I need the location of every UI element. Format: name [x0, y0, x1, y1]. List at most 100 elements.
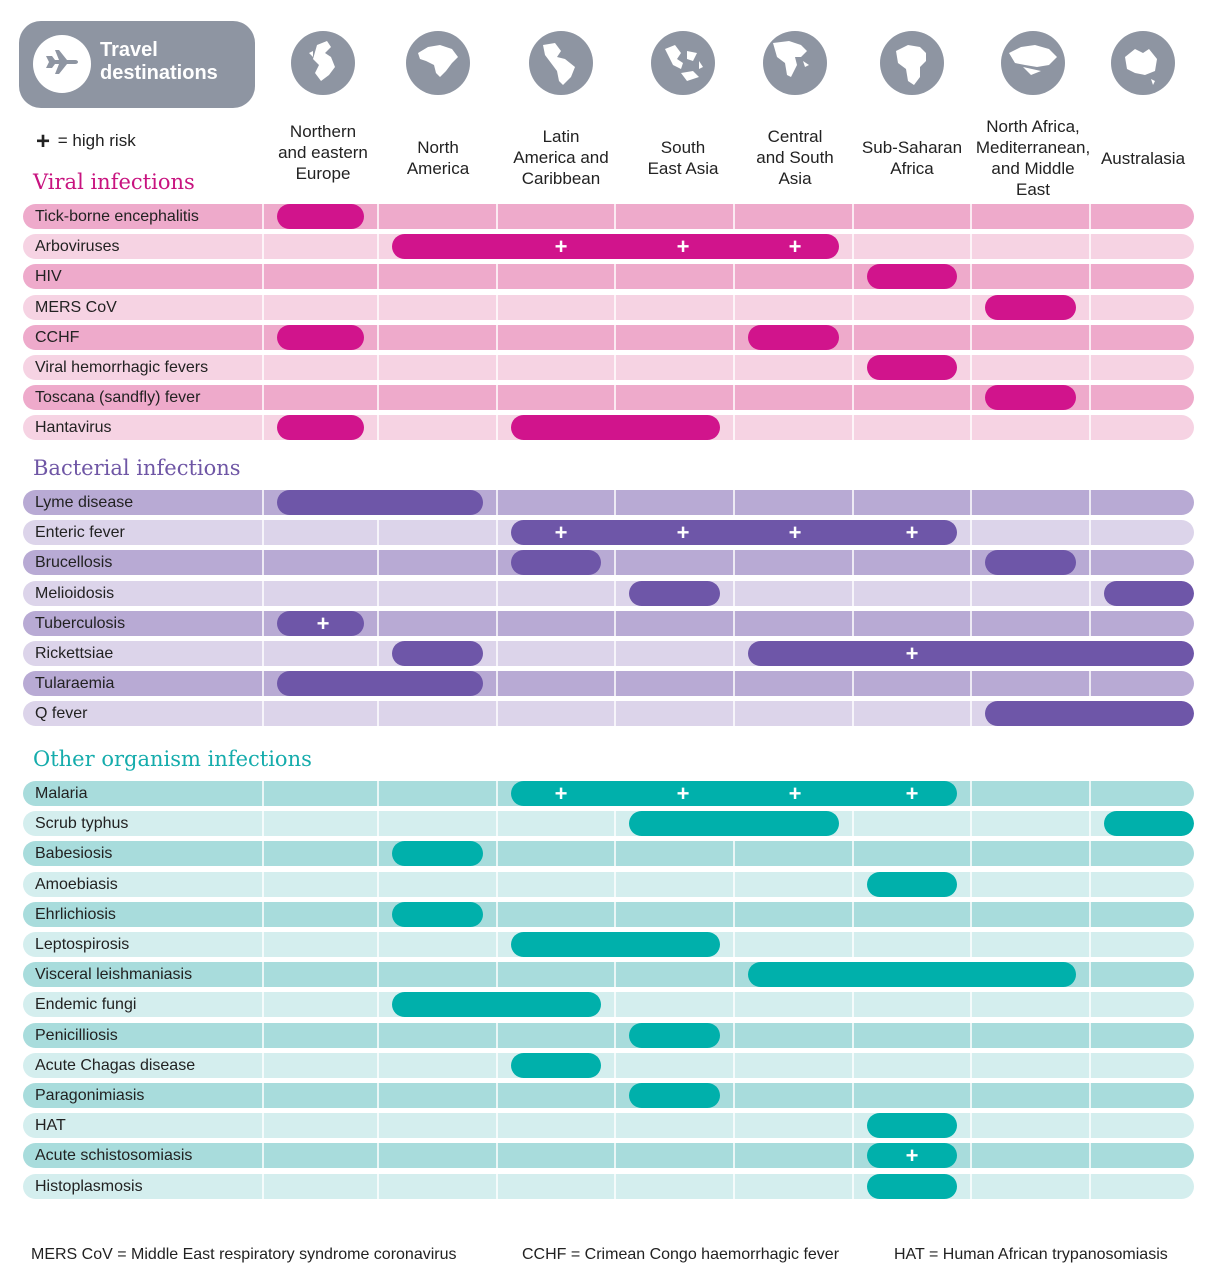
column-divider — [496, 811, 498, 836]
infection-name: Histoplasmosis — [35, 1178, 143, 1195]
column-divider — [614, 1053, 616, 1078]
column-divider — [733, 1113, 735, 1138]
column-divider — [496, 385, 498, 410]
risk-bar — [867, 264, 957, 289]
destination-label: Northern and eastern Europe — [278, 122, 368, 183]
column-divider — [496, 611, 498, 636]
table-row: Rickettsiae + — [23, 641, 1194, 666]
infection-name: Ehrlichiosis — [35, 906, 116, 923]
risk-bar — [1104, 581, 1194, 606]
column-divider — [852, 992, 854, 1017]
column-divider — [377, 992, 379, 1017]
column-divider — [496, 902, 498, 927]
column-divider — [614, 902, 616, 927]
column-divider — [496, 1083, 498, 1108]
column-divider — [733, 385, 735, 410]
risk-bar — [277, 204, 364, 229]
infection-name: Acute Chagas disease — [35, 1057, 196, 1074]
table-row: Q fever — [23, 701, 1194, 726]
table-row: Histoplasmosis — [23, 1174, 1194, 1199]
column-divider — [614, 671, 616, 696]
column-divider — [614, 1143, 616, 1168]
risk-bar — [277, 490, 483, 515]
risk-bar — [985, 701, 1194, 726]
column-divider — [614, 385, 616, 410]
high-risk-marker: + — [905, 1143, 919, 1168]
column-divider — [496, 781, 498, 806]
column-divider — [970, 355, 972, 380]
column-divider — [377, 932, 379, 957]
column-divider — [377, 1083, 379, 1108]
column-divider — [1089, 1083, 1091, 1108]
table-row: Viral hemorrhagic fevers — [23, 355, 1194, 380]
risk-bar — [867, 872, 957, 897]
column-divider — [262, 1174, 264, 1199]
column-divider — [970, 520, 972, 545]
high-risk-legend: + = high risk — [36, 128, 136, 156]
column-divider — [970, 415, 972, 440]
column-divider — [377, 811, 379, 836]
high-risk-marker: + — [788, 781, 802, 806]
column-divider — [377, 1113, 379, 1138]
column-divider — [733, 581, 735, 606]
infection-name: Penicilliosis — [35, 1027, 118, 1044]
table-row: Brucellosis — [23, 550, 1194, 575]
column-divider — [733, 1143, 735, 1168]
column-divider — [970, 1113, 972, 1138]
column-divider — [496, 1143, 498, 1168]
column-divider — [614, 295, 616, 320]
column-divider — [614, 841, 616, 866]
column-divider — [614, 641, 616, 666]
column-divider — [1089, 1023, 1091, 1048]
column-divider — [262, 611, 264, 636]
column-divider — [496, 295, 498, 320]
column-divider — [496, 872, 498, 897]
column-divider — [1089, 385, 1091, 410]
table-row: CCHF — [23, 325, 1194, 350]
table-row: MERS CoV — [23, 295, 1194, 320]
table-row: Hantavirus — [23, 415, 1194, 440]
risk-bar — [629, 1083, 720, 1108]
column-divider — [262, 295, 264, 320]
infection-name: Tick-borne encephalitis — [35, 208, 199, 225]
column-divider — [852, 1113, 854, 1138]
column-divider — [1089, 520, 1091, 545]
column-divider — [733, 1053, 735, 1078]
column-divider — [496, 962, 498, 987]
column-divider — [614, 490, 616, 515]
column-divider — [614, 1174, 616, 1199]
infection-name: Enteric fever — [35, 524, 125, 541]
table-row: Melioidosis — [23, 581, 1194, 606]
column-divider — [496, 550, 498, 575]
column-divider — [262, 872, 264, 897]
section-title-viral: Viral infections — [33, 170, 195, 194]
destination-label: Australasia — [1100, 148, 1186, 168]
column-divider — [262, 581, 264, 606]
column-divider — [262, 811, 264, 836]
footnote-cchf: CCHF = Crimean Congo haemorrhagic fever — [522, 1246, 840, 1263]
column-divider — [970, 204, 972, 229]
high-risk-marker: + — [905, 520, 919, 545]
infection-name: Malaria — [35, 785, 88, 802]
column-divider — [1089, 1113, 1091, 1138]
column-divider — [970, 295, 972, 320]
column-divider — [852, 872, 854, 897]
infection-name: Visceral leishmaniasis — [35, 966, 193, 983]
column-divider — [614, 355, 616, 380]
column-divider — [733, 701, 735, 726]
column-divider — [496, 325, 498, 350]
column-divider — [852, 385, 854, 410]
risk-bar — [392, 902, 483, 927]
column-divider — [852, 295, 854, 320]
column-divider — [733, 932, 735, 957]
column-divider — [1089, 415, 1091, 440]
column-divider — [1089, 1053, 1091, 1078]
column-divider — [852, 932, 854, 957]
destination-label: South East Asia — [647, 137, 719, 178]
column-divider — [970, 902, 972, 927]
high-risk-marker: + — [676, 234, 690, 259]
column-divider — [852, 1053, 854, 1078]
risk-bar — [748, 641, 1194, 666]
infection-name: Lyme disease — [35, 494, 134, 511]
section-title-other: Other organism infections — [33, 747, 312, 771]
